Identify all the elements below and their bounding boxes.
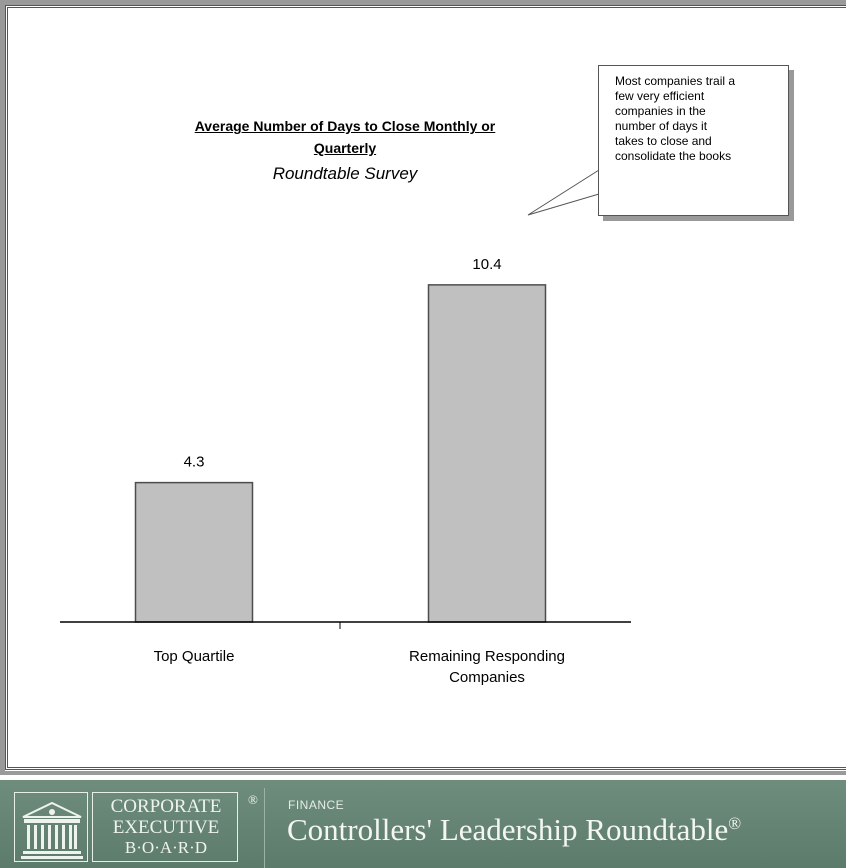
- bar-1: [134, 481, 254, 623]
- footer-banner: CORPORATE EXECUTIVE B·O·A·R·D ® FINANCE …: [0, 780, 846, 868]
- chart-title-line-2: Quarterly: [313, 140, 377, 156]
- logo-line: EXECUTIVE: [112, 817, 220, 838]
- callout-line: few very efficient: [615, 89, 705, 103]
- callout-line: number of days it: [615, 119, 708, 133]
- registered-mark: ®: [248, 792, 258, 807]
- category-label-2: Companies: [449, 669, 525, 686]
- frame-shadow-left: [0, 0, 5, 775]
- bar-chart: 4.3 10.4 Top Quartile Remaining Responding…: [60, 169, 631, 686]
- callout-box: Most companies trail a few very efficien…: [598, 65, 789, 216]
- program-name: Controllers' Leadership Roundtable: [287, 812, 729, 847]
- category-label-1: Top Quartile: [154, 648, 235, 665]
- category-label-2: Remaining Responding: [409, 648, 565, 665]
- footer-section-label: FINANCE: [288, 798, 345, 812]
- value-label-2: 10.4: [472, 256, 501, 273]
- logo-line: CORPORATE: [110, 796, 222, 817]
- building-icon: [14, 792, 88, 862]
- bar-2: [427, 284, 547, 623]
- value-label-1: 4.3: [184, 454, 205, 471]
- callout-line: Most companies trail a: [615, 74, 736, 88]
- logo-wordmark: CORPORATE EXECUTIVE B·O·A·R·D: [92, 792, 238, 862]
- callout-pointer: [527, 169, 600, 216]
- chart-title-line-1: Average Number of Days to Close Monthly …: [194, 118, 496, 134]
- footer-divider: [264, 788, 265, 868]
- footer-program-title: Controllers' Leadership Roundtable®: [287, 812, 741, 848]
- logo-line: B·O·A·R·D: [124, 838, 208, 857]
- program-registered-mark: ®: [728, 814, 742, 833]
- callout-line: consolidate the books: [615, 149, 732, 163]
- frame-shadow-bottom: [0, 771, 846, 775]
- chart-subtitle: Roundtable Survey: [272, 164, 418, 183]
- corporate-executive-board-logo: CORPORATE EXECUTIVE B·O·A·R·D ®: [14, 792, 258, 862]
- frame-shadow-top: [0, 0, 846, 5]
- callout-line: takes to close and: [615, 134, 712, 148]
- callout-line: companies in the: [615, 104, 706, 118]
